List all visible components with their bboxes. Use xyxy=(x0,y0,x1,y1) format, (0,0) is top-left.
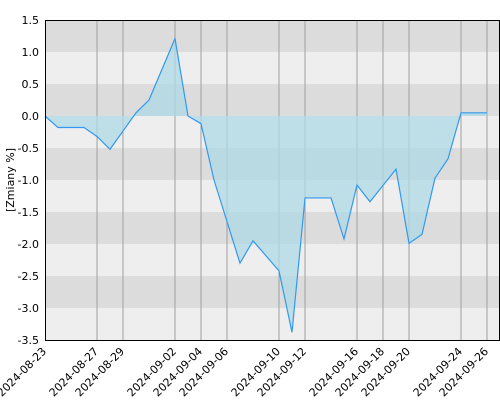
x-axis-tick-labels: 2024-08-232024-08-272024-08-292024-09-02… xyxy=(0,345,491,399)
series-area-fill xyxy=(45,38,487,333)
y-tick-label: -2.5 xyxy=(18,270,39,283)
y-tick-label: 1.0 xyxy=(22,46,40,59)
background-band xyxy=(45,276,500,308)
series-line xyxy=(44,36,487,333)
background-band xyxy=(45,84,500,116)
y-tick-label: 0.0 xyxy=(22,110,40,123)
y-tick-label: -2.0 xyxy=(18,238,39,251)
y-tick-label: 0.5 xyxy=(22,78,40,91)
y-axis-tick-labels: 1.5 1.0 0.5 0.0 -0.5 -1.0 -1.5 -2.0 -2.5 -3.0 -3.5 xyxy=(18,14,39,347)
y-axis-label: [Zmiany %] xyxy=(4,148,17,212)
background-band xyxy=(45,308,500,340)
y-tick-label: -1.5 xyxy=(18,206,39,219)
background-band xyxy=(45,52,500,84)
y-tick-label: -3.0 xyxy=(18,302,39,315)
background-band xyxy=(45,20,500,52)
y-tick-label: -1.0 xyxy=(18,174,39,187)
y-tick-label: 1.5 xyxy=(22,14,40,27)
y-tick-label: -0.5 xyxy=(18,142,39,155)
y-tick-label: -3.5 xyxy=(18,334,39,347)
x-tick-label: 2024-08-23 xyxy=(0,345,49,399)
